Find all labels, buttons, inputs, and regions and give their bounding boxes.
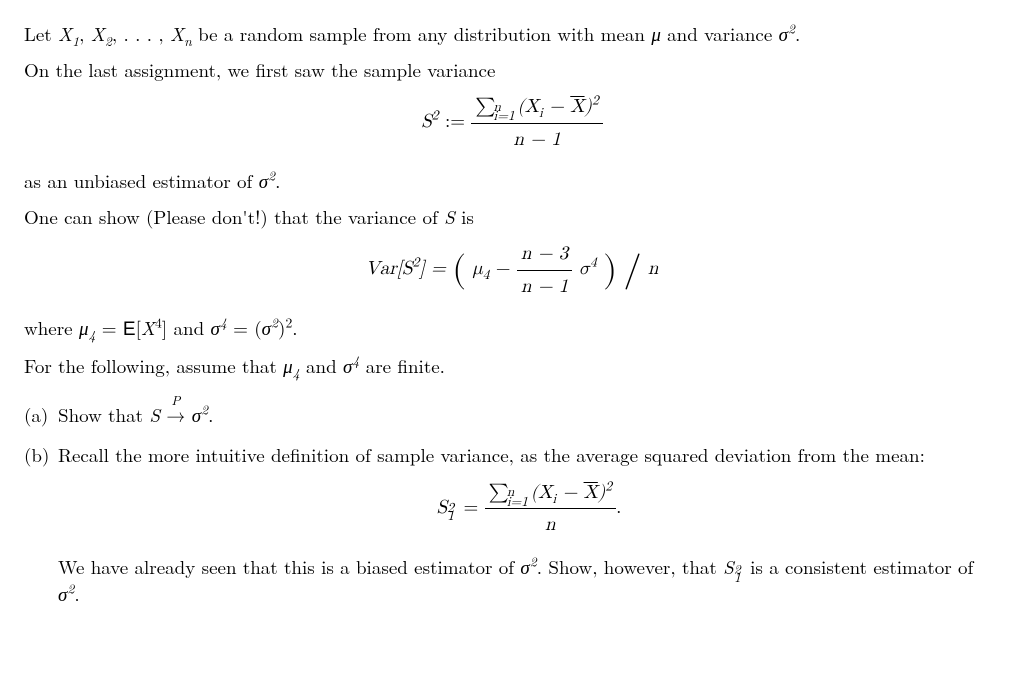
denominator: n − 1 — [517, 271, 572, 301]
period: . — [795, 20, 800, 47]
eq: = — [464, 498, 485, 517]
comma: , — [79, 20, 91, 47]
intro-line-1: Let X1, X2, . . . , Xn be a random sampl… — [24, 20, 1000, 48]
term: (Xi − X)2 — [517, 97, 598, 116]
sigma-sq: σ2 — [520, 553, 536, 580]
mu4: μ4 — [283, 352, 300, 379]
var-S: S — [444, 203, 455, 230]
numerator: ∑i=1n(Xi − X)2 — [471, 93, 602, 124]
part-b: (b) Recall the more intuitive definition… — [24, 441, 1000, 614]
sigma4: σ4 — [343, 352, 359, 379]
fraction: ∑i=1n(Xi − X)2 n − 1 — [471, 93, 602, 153]
period: . — [74, 580, 79, 607]
text: be a random sample from any distribution… — [192, 20, 652, 47]
inner-fraction: n − 3 n − 1 — [517, 240, 572, 300]
close-paren: ) — [603, 253, 617, 289]
formula-sample-variance: S2 := ∑i=1n(Xi − X)2 n − 1 — [24, 93, 1000, 153]
ellipsis: , . . . , — [112, 20, 170, 47]
sigma-sq: σ2 — [58, 580, 74, 607]
numerator: n − 3 — [517, 240, 572, 271]
text: Show that — [58, 401, 149, 428]
lhs: S2 — [421, 112, 438, 131]
text: . Show, however, that — [537, 553, 723, 580]
E-X4: E[X4] — [123, 314, 167, 341]
part-b-text-1: Recall the more intuitive definition of … — [58, 441, 1000, 469]
formula-s1-sq: S12 = ∑i=1n(Xi − X)2 n . — [58, 479, 1000, 539]
sigma4: σ4 — [210, 314, 226, 341]
n: n — [648, 259, 659, 278]
period: . — [275, 167, 280, 194]
S: S — [149, 401, 160, 428]
mid-text-1: as an unbiased estimator of σ2. — [24, 167, 1000, 195]
denominator: n − 1 — [471, 124, 602, 154]
text: as an unbiased estimator of — [24, 167, 259, 194]
var-mu: μ — [651, 20, 661, 47]
period: . — [208, 401, 213, 428]
period: . — [292, 314, 297, 341]
open-paren: ( — [452, 253, 466, 289]
eq: = — [95, 314, 122, 341]
part-b-label: (b) — [24, 441, 58, 614]
mu4: μ4 — [79, 314, 96, 341]
sum-symbol: ∑ — [489, 483, 509, 502]
part-b-body: Recall the more intuitive definition of … — [58, 441, 1000, 614]
sum-symbol: ∑ — [475, 97, 495, 116]
converge-arrow: P→ — [166, 401, 185, 429]
text: For the following, assume that — [24, 352, 283, 379]
S1-sq: S12 — [723, 553, 744, 580]
denominator: n — [485, 509, 616, 539]
text: One can show (Please don't!) that the va… — [24, 203, 444, 230]
text: where — [24, 314, 79, 341]
and: and — [300, 352, 343, 379]
var-sigma-sq: σ2 — [779, 20, 795, 47]
mu4: μ4 — [473, 259, 490, 278]
parts-list: (a) Show that S P→ σ2. (b) Recall the mo… — [24, 401, 1000, 613]
sigma2: σ2 — [262, 314, 278, 341]
period: . — [616, 498, 621, 517]
sigma4: σ4 — [579, 259, 597, 278]
formula-var-s2: Var[S2] = ( μ4 − n − 3 n − 1 σ4 ) ⁄ n — [24, 240, 1000, 300]
part-b-text-2: We have already seen that this is a bias… — [58, 553, 1000, 608]
text: and variance — [661, 20, 779, 47]
sigma-sq: σ2 — [192, 401, 208, 428]
assign: := — [445, 112, 471, 131]
part-a: (a) Show that S P→ σ2. — [24, 401, 1000, 429]
text: are finite. — [359, 352, 445, 379]
mid-text-4: For the following, assume that μ4 and σ4… — [24, 352, 1000, 380]
numerator: ∑i=1n(Xi − X)2 — [485, 479, 616, 510]
text: We have already seen that this is a bias… — [58, 553, 520, 580]
term: (Xi − X)2 — [531, 483, 612, 502]
text: Let — [24, 20, 58, 47]
lhs: Var[S2] = — [366, 259, 453, 278]
var-X1: X1 — [58, 20, 79, 47]
var-X2: X2 — [91, 20, 112, 47]
text: is a consistent estimator of — [744, 553, 973, 580]
fraction: ∑i=1n(Xi − X)2 n — [485, 479, 616, 539]
minus: − — [496, 259, 517, 278]
eq: = ( — [227, 314, 262, 341]
slash: ⁄ — [624, 253, 642, 289]
mid-text-3: where μ4 = E[X4] and σ4 = (σ2)2. — [24, 314, 1000, 344]
and: and — [167, 314, 210, 341]
part-a-body: Show that S P→ σ2. — [58, 401, 1000, 429]
mid-text-2: One can show (Please don't!) that the va… — [24, 203, 1000, 231]
var-Xn: Xn — [170, 20, 192, 47]
part-a-label: (a) — [24, 401, 58, 429]
var-sigma-sq: σ2 — [259, 167, 275, 194]
intro-line-2: On the last assignment, we first saw the… — [24, 56, 1000, 84]
text: is — [455, 203, 474, 230]
lhs: S12 — [437, 498, 458, 517]
